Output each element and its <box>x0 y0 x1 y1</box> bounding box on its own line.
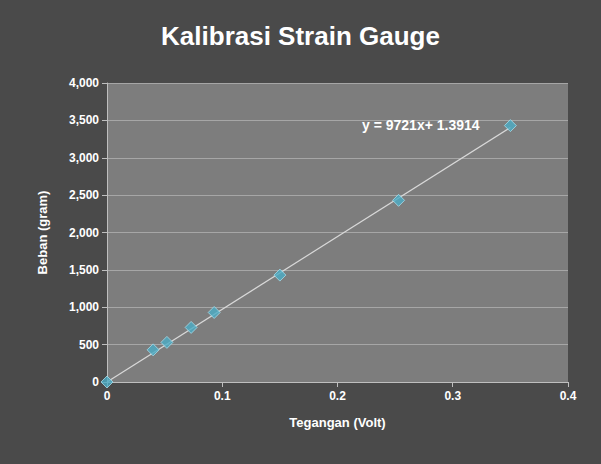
svg-text:1,500: 1,500 <box>69 263 99 277</box>
svg-text:4,000: 4,000 <box>69 76 99 90</box>
svg-text:0.1: 0.1 <box>214 389 231 403</box>
svg-text:Tegangan (Volt): Tegangan (Volt) <box>289 415 385 430</box>
svg-text:1,000: 1,000 <box>69 300 99 314</box>
svg-text:0.3: 0.3 <box>444 389 461 403</box>
svg-text:2,500: 2,500 <box>69 188 99 202</box>
svg-text:0: 0 <box>92 375 99 389</box>
svg-text:2,000: 2,000 <box>69 226 99 240</box>
svg-text:3,500: 3,500 <box>69 113 99 127</box>
svg-text:0: 0 <box>104 389 111 403</box>
svg-text:3,000: 3,000 <box>69 151 99 165</box>
svg-text:500: 500 <box>79 338 99 352</box>
svg-text:y = 9721x+ 1.3914: y = 9721x+ 1.3914 <box>362 117 480 133</box>
svg-text:0.4: 0.4 <box>560 389 577 403</box>
svg-text:Kalibrasi Strain Gauge: Kalibrasi Strain Gauge <box>161 21 440 51</box>
svg-text:0.2: 0.2 <box>329 389 346 403</box>
svg-text:Beban (gram): Beban (gram) <box>35 191 50 275</box>
